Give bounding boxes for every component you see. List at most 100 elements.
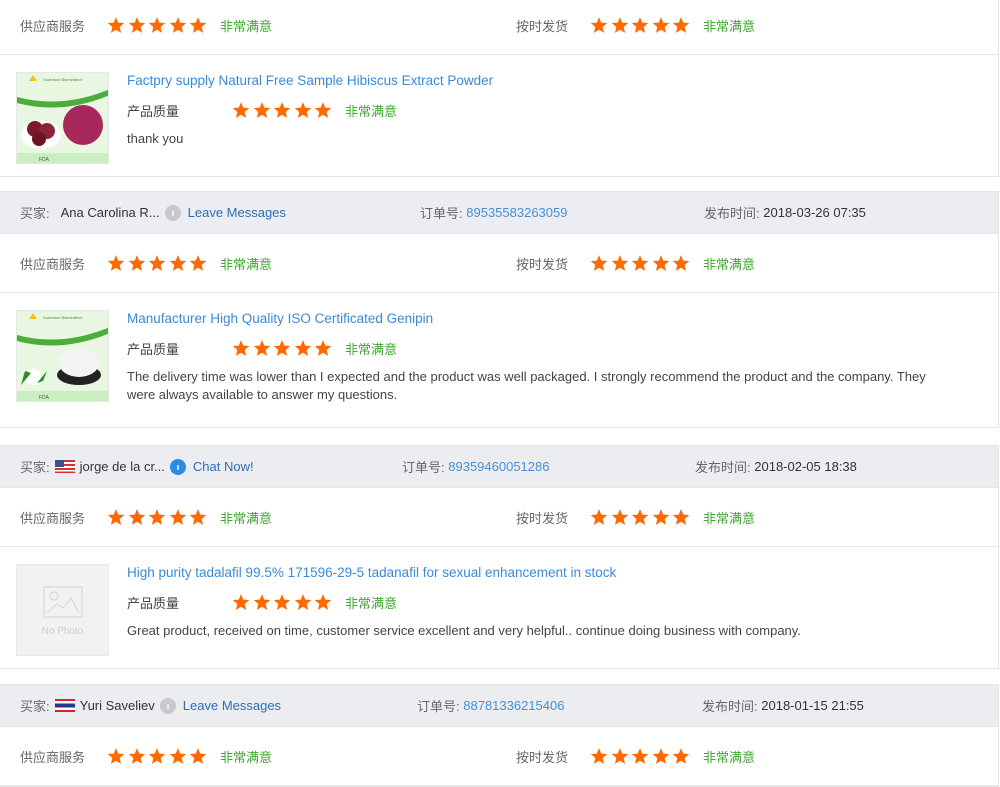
- star-icon: [189, 748, 207, 764]
- flag-us-icon: [54, 460, 75, 473]
- image-placeholder-icon: [43, 586, 83, 618]
- supplier-service-rating: 供应商服务 非常满意: [20, 234, 272, 292]
- star-icon: [652, 509, 669, 525]
- contact-link[interactable]: Chat Now!: [192, 459, 254, 474]
- star-icon: [314, 102, 332, 118]
- review-card: 买家: Ana Carolina R... Leave Messages 订单号…: [0, 191, 999, 428]
- satisfaction-text: 非常满意: [703, 256, 756, 272]
- star-rating: [107, 254, 207, 272]
- online-chat-icon[interactable]: [169, 458, 186, 475]
- order-number-link[interactable]: 89535583263059: [466, 205, 568, 220]
- product-quality-label: 产品质量: [127, 341, 180, 357]
- review-card: 供应商服务 非常满意 按时发货 非常满意 Dudersun Biomedtech…: [0, 0, 999, 177]
- publish-time: 发布时间: 2018-02-05 18:38: [695, 446, 857, 487]
- star-icon: [107, 748, 125, 764]
- product-quality-rating: 产品质量 非常满意: [127, 99, 397, 121]
- star-icon: [672, 17, 690, 33]
- supplier-service-rating: 供应商服务 非常满意: [20, 727, 272, 785]
- star-icon: [273, 102, 291, 118]
- star-icon: [631, 17, 649, 33]
- buyer-label: 买家:: [20, 699, 50, 714]
- supplier-service-label: 供应商服务: [20, 510, 86, 526]
- offline-chat-icon[interactable]: [159, 697, 176, 714]
- buyer-info: 买家: jorge de la cr... Chat Now!: [20, 446, 254, 487]
- product-review: No Photo High purity tadalafil 99.5% 171…: [0, 547, 998, 668]
- star-rating: [590, 747, 690, 765]
- on-time-shipping-rating: 按时发货 非常满意: [516, 0, 755, 54]
- star-rating: [232, 339, 332, 357]
- review-card: 买家: Yuri Saveliev Leave Messages 订单号: 88…: [0, 684, 999, 787]
- supplier-service-label: 供应商服务: [20, 749, 86, 765]
- order-number-link[interactable]: 89359460051286: [448, 459, 550, 474]
- flag-th-icon: [54, 699, 75, 712]
- contact-link[interactable]: Leave Messages: [182, 698, 282, 713]
- service-ratings: 供应商服务 非常满意 按时发货 非常满意: [0, 0, 998, 55]
- hibiscus-powder-photo[interactable]: Dudersun Biomedtech FDA: [16, 72, 109, 164]
- publish-time-label: 发布时间:: [704, 206, 760, 221]
- star-icon: [169, 17, 186, 33]
- product-quality-rating: 产品质量 非常满意: [127, 337, 397, 359]
- order-number-label: 订单号:: [420, 206, 463, 221]
- satisfaction-text: 非常满意: [220, 510, 273, 526]
- publish-time-value: 2018-02-05 18:38: [754, 459, 857, 474]
- svg-text:FDA: FDA: [39, 395, 50, 401]
- star-rating: [107, 16, 207, 34]
- star-icon: [273, 340, 291, 356]
- star-icon: [189, 17, 207, 33]
- review-header: 买家: Yuri Saveliev Leave Messages 订单号: 88…: [0, 684, 998, 727]
- star-icon: [672, 255, 690, 271]
- satisfaction-text: 非常满意: [220, 18, 273, 34]
- star-icon: [314, 340, 332, 356]
- product-title-link[interactable]: Manufacturer High Quality ISO Certificat…: [127, 311, 434, 326]
- star-icon: [294, 102, 311, 118]
- no-photo-placeholder[interactable]: No Photo: [16, 564, 109, 656]
- order-number: 订单号: 89535583263059: [420, 192, 567, 233]
- star-icon: [169, 748, 186, 764]
- order-number-label: 订单号:: [402, 460, 445, 475]
- star-icon: [590, 748, 608, 764]
- star-icon: [314, 594, 332, 610]
- star-icon: [169, 255, 186, 271]
- product-quality-label: 产品质量: [127, 103, 180, 119]
- publish-time: 发布时间: 2018-03-26 07:35: [704, 192, 866, 233]
- star-icon: [148, 509, 166, 525]
- star-rating: [232, 101, 332, 119]
- star-icon: [590, 255, 608, 271]
- contact-link[interactable]: Leave Messages: [187, 205, 286, 220]
- supplier-service-label: 供应商服务: [20, 18, 86, 34]
- order-number-link[interactable]: 88781336215406: [463, 698, 565, 713]
- publish-time: 发布时间: 2018-01-15 21:55: [702, 685, 864, 726]
- publish-time-label: 发布时间:: [702, 699, 758, 714]
- product-title-link[interactable]: Factpry supply Natural Free Sample Hibis…: [127, 73, 494, 88]
- product-title-link[interactable]: High purity tadalafil 99.5% 171596-29-5 …: [127, 565, 617, 580]
- buyer-name: Yuri Saveliev: [79, 698, 155, 713]
- publish-time-label: 发布时间:: [695, 460, 751, 475]
- publish-time-value: 2018-01-15 21:55: [761, 698, 864, 713]
- satisfaction-text: 非常满意: [345, 595, 398, 611]
- star-icon: [652, 255, 669, 271]
- star-rating: [590, 508, 690, 526]
- star-rating: [590, 254, 690, 272]
- genipin-powder-photo[interactable]: Dudersun Biomedtech FDA: [16, 310, 109, 402]
- on-time-shipping-rating: 按时发货 非常满意: [516, 488, 755, 546]
- star-rating: [590, 16, 690, 34]
- star-icon: [273, 594, 291, 610]
- buyer-name: Ana Carolina R...: [60, 205, 160, 220]
- star-icon: [169, 509, 186, 525]
- star-icon: [128, 509, 145, 525]
- star-icon: [631, 255, 649, 271]
- satisfaction-text: 非常满意: [220, 256, 273, 272]
- offline-chat-icon[interactable]: [164, 204, 181, 221]
- buyer-label: 买家:: [20, 460, 50, 475]
- svg-text:FDA: FDA: [39, 157, 50, 163]
- star-icon: [148, 255, 166, 271]
- star-icon: [611, 17, 628, 33]
- product-quality-rating: 产品质量 非常满意: [127, 591, 397, 613]
- star-icon: [631, 748, 649, 764]
- buyer-info: 买家: Ana Carolina R... Leave Messages: [20, 192, 286, 233]
- star-icon: [148, 17, 166, 33]
- satisfaction-text: 非常满意: [703, 510, 756, 526]
- star-icon: [611, 255, 628, 271]
- service-ratings: 供应商服务 非常满意 按时发货 非常满意: [0, 727, 998, 786]
- star-icon: [253, 340, 270, 356]
